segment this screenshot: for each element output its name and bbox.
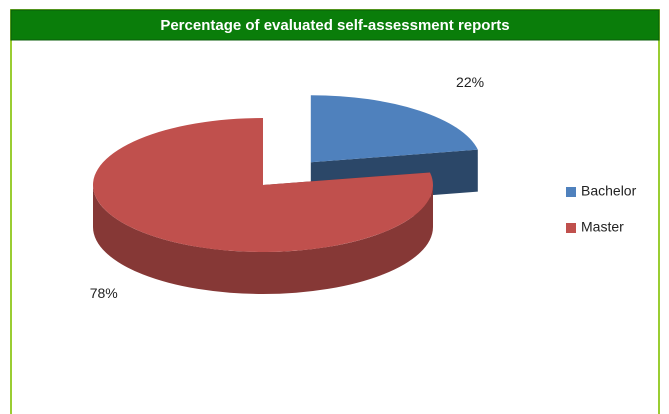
legend-swatch [566,223,576,233]
slice-side [93,185,433,294]
chart-title: Percentage of evaluated self-assessment … [160,17,509,34]
pie-slice [93,118,433,294]
slice-top [310,95,478,163]
legend-swatch [566,187,576,197]
title-bar [10,9,660,41]
data-label: 78% [90,285,118,301]
data-label: 22% [456,74,484,90]
legend-label: Master [581,219,624,235]
slice-top [93,118,433,253]
legend-label: Bachelor [581,183,637,199]
